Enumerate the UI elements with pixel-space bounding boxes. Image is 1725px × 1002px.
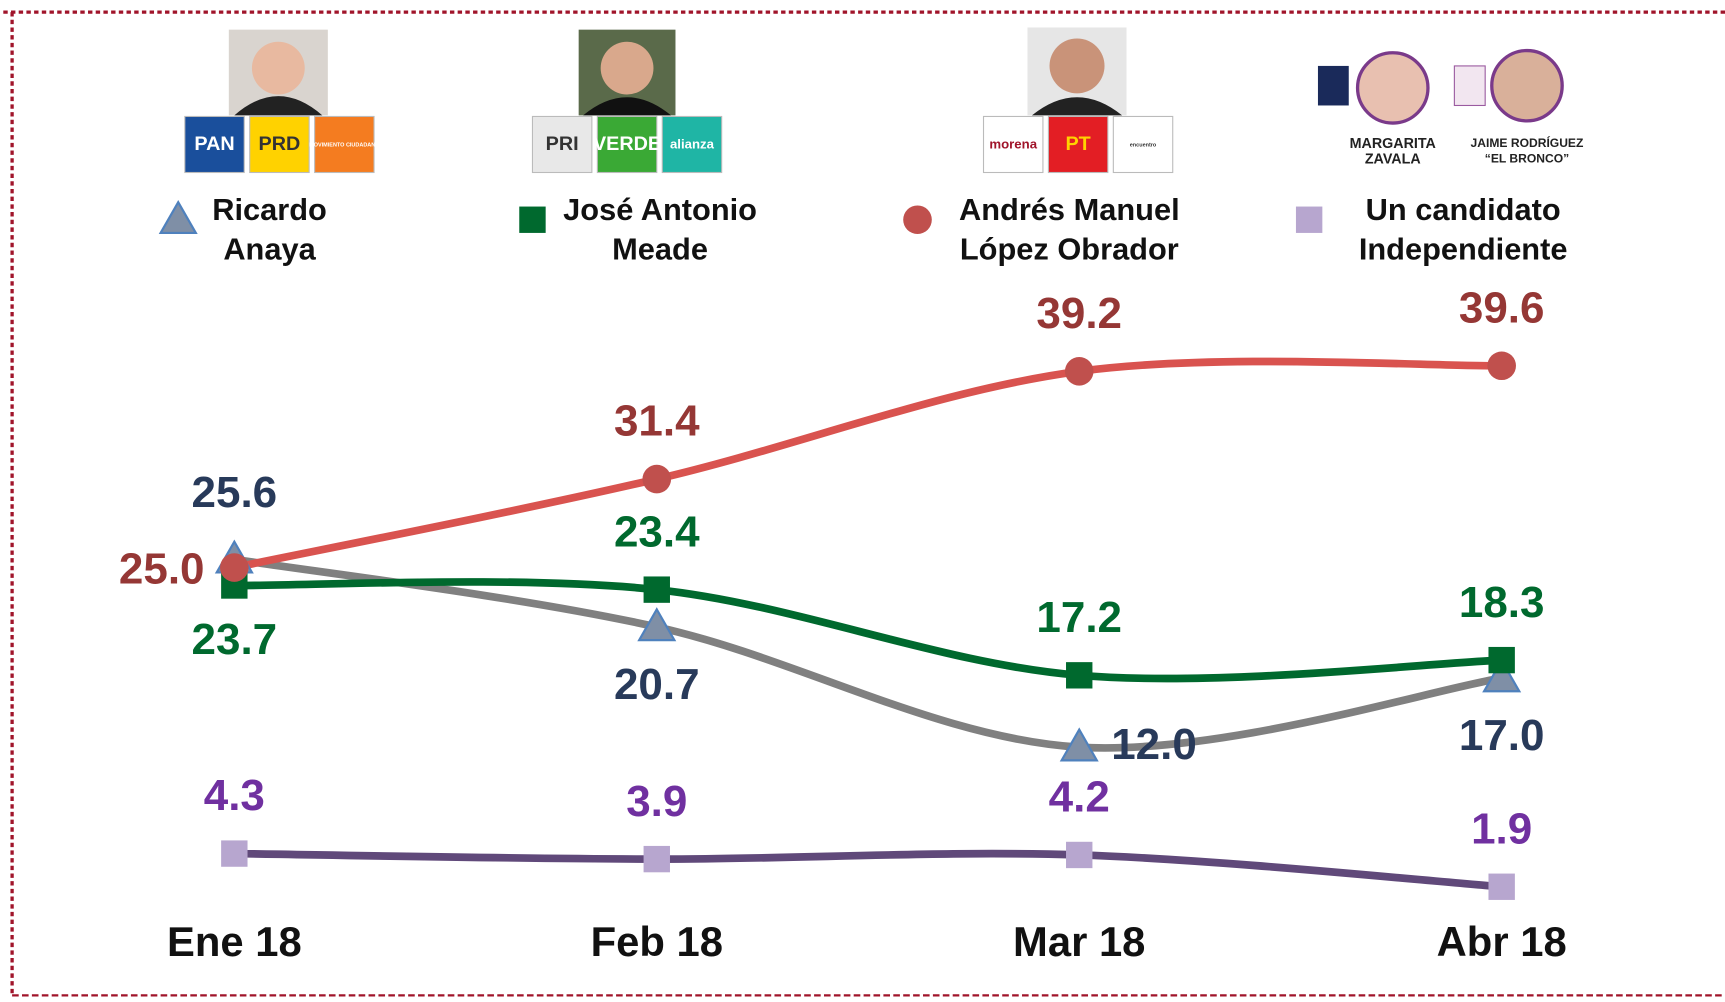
data-label: 20.7 [614, 660, 700, 709]
marker [642, 464, 672, 494]
party-logo-text: PRI [546, 133, 579, 155]
marker [519, 206, 546, 233]
marker [1066, 841, 1093, 869]
party-logo [531, 115, 593, 174]
data-label: 17.2 [1036, 593, 1122, 642]
party-logo [314, 115, 375, 174]
photo-face [600, 41, 654, 95]
photo-suit [234, 96, 323, 116]
data-label: 12.0 [1111, 720, 1197, 769]
x-tick-label: Feb 18 [591, 918, 723, 965]
photo-round [1355, 51, 1430, 125]
party-logo-text: encuentro [1130, 142, 1157, 148]
x-tick-label: Mar 18 [1013, 918, 1145, 965]
data-label: 23.7 [192, 615, 278, 664]
marker [221, 840, 248, 867]
party-logo [1112, 115, 1174, 174]
marker [1482, 658, 1522, 693]
photo-caption: JAIME RODRÍGUEZ “EL BRONCO” [1471, 135, 1584, 165]
legend-label: Un candidato Independiente [1359, 192, 1568, 267]
photos [228, 27, 1564, 125]
line [230, 578, 1506, 683]
data-label: 25.0 [119, 545, 205, 594]
photo-face [1049, 38, 1105, 94]
photo-suit [1031, 97, 1123, 116]
marker [903, 205, 932, 235]
small-logo [1317, 65, 1349, 106]
party-logo-text: MOVIMIENTO CIUDADANO [309, 142, 380, 148]
data-label: 17.0 [1459, 711, 1545, 760]
legend-label: José Antonio Meade [563, 192, 757, 267]
data-label: 4.2 [1049, 773, 1110, 822]
marker [1066, 662, 1093, 689]
small-logo [1453, 65, 1486, 107]
data-label: 1.9 [1471, 804, 1532, 853]
marker [220, 553, 249, 582]
data-label: 31.4 [614, 397, 700, 446]
marker [1488, 646, 1515, 674]
line [230, 849, 1506, 891]
photo-face [251, 41, 305, 95]
marker [637, 607, 677, 642]
marker [158, 199, 198, 235]
photo-caption: MARGARITA ZAVALA [1350, 136, 1436, 167]
legend-label: Ricardo Anaya [212, 192, 327, 267]
party-logo-text: alianza [670, 137, 715, 152]
data-label: 39.2 [1036, 289, 1122, 338]
marker [643, 576, 670, 603]
data-label: 3.9 [626, 777, 687, 826]
party-logo [249, 115, 310, 174]
marker [1488, 873, 1515, 900]
photo-suit [583, 97, 672, 116]
marker [1487, 351, 1516, 381]
marker [643, 845, 670, 873]
data-label: 25.6 [192, 468, 278, 517]
data-label: 23.4 [614, 507, 700, 556]
party-logo-text: morena [989, 137, 1037, 152]
party-logo [982, 115, 1044, 174]
party-logo [596, 115, 658, 174]
data-label: 39.6 [1459, 283, 1545, 332]
party-logo-text: PRD [259, 133, 301, 155]
line [230, 357, 1506, 572]
party-logo-text: PT [1065, 133, 1090, 155]
party-logo [184, 115, 245, 174]
line [230, 555, 1506, 752]
x-tick-label: Ene 18 [167, 918, 302, 965]
legend-label: Andrés Manuel López Obrador [959, 192, 1180, 267]
marker [1064, 357, 1094, 386]
party-logo-text: VERDE [593, 133, 661, 155]
party-logo [661, 115, 723, 174]
x-tick-label: Abr 18 [1437, 918, 1567, 965]
data-label: 18.3 [1459, 578, 1545, 627]
photo-round [1490, 48, 1564, 123]
data-label: 4.3 [204, 771, 265, 820]
marker [1059, 727, 1099, 762]
marker [1295, 206, 1323, 233]
party-logo-text: PAN [194, 133, 234, 155]
party-logo [1047, 115, 1109, 174]
